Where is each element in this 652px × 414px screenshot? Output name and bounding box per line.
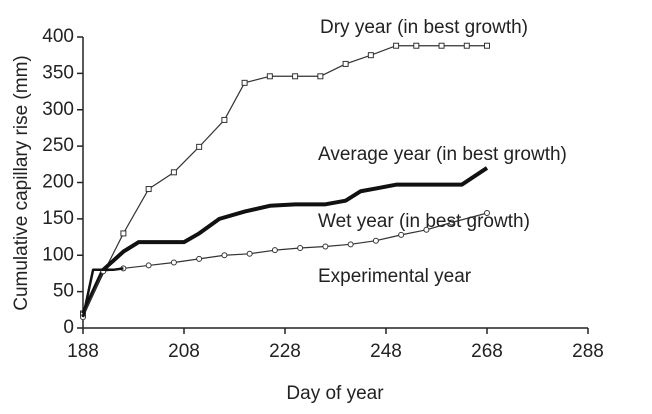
point [292,73,299,80]
point [221,116,228,123]
y-tick-label: 100 [42,244,74,265]
point [120,230,127,237]
point [221,252,228,259]
point [398,231,405,238]
y-tick-label: 200 [42,172,74,193]
point [196,255,203,262]
point [196,143,203,150]
point [266,73,273,80]
x-tick-label: 188 [67,341,99,362]
point [342,60,349,67]
series-label: Dry year (in best growth) [320,17,528,38]
point [372,237,379,244]
x-tick-label: 268 [471,341,503,362]
y-tick-label: 300 [42,99,74,120]
point [145,262,152,269]
x-tick-label: 288 [572,341,604,362]
point [297,244,304,251]
point [438,42,445,49]
point [367,52,374,59]
x-axis-title: Day of year [286,383,384,404]
point [145,186,152,193]
y-axis-title: Cumulative capillary rise (mm) [11,55,32,311]
point [393,42,400,49]
point [484,42,490,49]
y-tick-label: 350 [42,62,74,83]
y-tick-label: 150 [42,208,74,229]
point [463,42,470,49]
series-label: Experimental year [318,266,472,287]
point [423,226,430,233]
x-tick-label: 248 [370,341,402,362]
y-tick-label: 0 [63,317,74,338]
x-tick-label: 208 [168,341,200,362]
point [170,169,177,176]
y-tick-label: 250 [42,135,74,156]
point [448,219,455,226]
point [347,241,354,248]
series-line [81,267,124,318]
series-line [81,166,489,315]
point [484,210,490,217]
point [170,259,177,266]
point [317,73,324,80]
y-tick-label: 50 [53,281,74,302]
y-tick-label: 400 [42,26,74,47]
series-label: Wet year (in best growth) [318,211,530,232]
point [241,79,248,86]
point [413,42,420,49]
series-label: Average year (in best growth) [318,144,567,165]
point [246,250,253,257]
point [322,243,329,250]
point [271,247,278,254]
x-tick-label: 228 [269,341,301,362]
